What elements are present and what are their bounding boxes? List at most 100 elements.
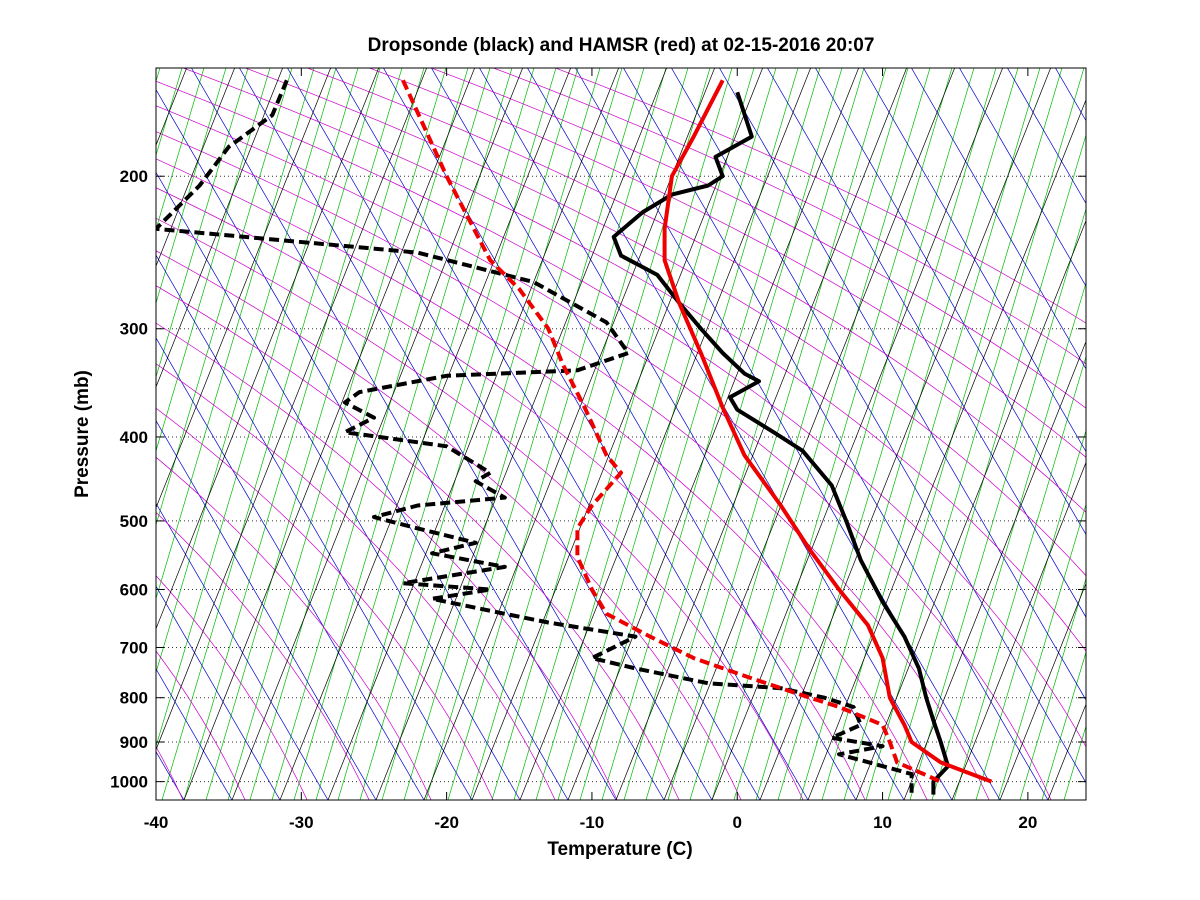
mixing-ratio-line: [0, 68, 6, 800]
mixing-ratio-line: [1108, 68, 1200, 800]
mixing-ratio-line: [557, 68, 777, 800]
isotherm-line: [855, 219, 1086, 800]
sounding-series-0: [611, 91, 950, 795]
isotherm-line: [567, 68, 859, 800]
isotherm-line: [903, 340, 1086, 800]
moist-adiabat-line: [0, 68, 136, 800]
mixing-ratio-line: [156, 68, 293, 526]
dry-adiabat-line: [306, 68, 1086, 513]
y-tick-label-500: 500: [120, 512, 148, 531]
moist-adiabat-line: [156, 171, 521, 800]
y-tick-label-400: 400: [120, 428, 148, 447]
isotherm-line: [279, 68, 571, 800]
moist-adiabat-line: [863, 68, 1086, 453]
dry-adiabat-line: [0, 8, 130, 820]
y-tick-label-200: 200: [120, 167, 148, 186]
x-tick-label--40: -40: [144, 813, 169, 832]
sounding-series-3: [662, 79, 993, 784]
isotherm-line: [156, 68, 427, 751]
mixing-ratio-line: [689, 68, 909, 800]
isotherm-line: [156, 68, 283, 388]
mixing-ratio-line: [156, 68, 271, 452]
y-tick-label-700: 700: [120, 638, 148, 657]
sounding-profiles: [156, 79, 993, 795]
moist-adiabat-line: [191, 68, 617, 800]
mixing-ratio-line: [799, 68, 1019, 800]
mixing-ratio-line: [0, 68, 72, 800]
isotherm-line: [183, 68, 475, 800]
mixing-ratio-line: [777, 68, 997, 800]
mixing-ratio-line: [0, 68, 28, 800]
isotherm-line: [156, 68, 379, 630]
mixing-ratio-line: [1196, 68, 1200, 800]
dry-adiabat-line: [156, 511, 370, 800]
mixing-ratio-line: [909, 207, 1086, 800]
skewed-isotherms: [0, 68, 1200, 800]
mixing-ratio-line: [0, 68, 138, 800]
mixing-ratio-line: [403, 68, 623, 800]
dry-adiabat-line: [554, 68, 1086, 324]
mixing-ratio-line: [293, 68, 513, 800]
isotherm-line: [156, 68, 235, 267]
plot-area: [156, 68, 1086, 800]
sounding-series-1: [156, 79, 914, 793]
dry-adiabat-line: [156, 80, 1086, 748]
mixing-ratio-line: [1085, 798, 1086, 800]
dry-adiabat-line: [156, 575, 308, 800]
moist-adiabat-line: [156, 668, 233, 800]
dry-adiabat-line: [156, 105, 1052, 800]
isotherm-line: [759, 68, 1051, 800]
mixing-ratio-line: [865, 68, 1085, 800]
mixing-ratio-line: [227, 68, 447, 800]
moist-adiabat-line: [719, 68, 1086, 701]
mixing-ratio-line: [1174, 68, 1200, 800]
isotherm-line: [0, 68, 139, 800]
moist-adiabat-line: [156, 419, 377, 800]
mixing-ratio-line: [381, 68, 601, 800]
y-tick-label-300: 300: [120, 320, 148, 339]
x-tick-label-20: 20: [1018, 813, 1037, 832]
mixing-ratio-line: [733, 68, 953, 800]
mixing-ratio-line: [156, 68, 249, 379]
mixing-ratio-line: [183, 68, 403, 800]
dry-adiabat-line: [156, 131, 990, 800]
moist-adiabat-line: [527, 68, 953, 800]
mixing-ratio-line: [337, 68, 557, 800]
isotherm-line: [156, 68, 331, 509]
mixing-ratio-line: [0, 68, 50, 800]
mixing-ratio-line: [359, 68, 579, 800]
mixing-ratio-line: [1041, 651, 1086, 800]
isotherm-line: [327, 68, 619, 800]
dry-adiabat-line: [156, 285, 680, 800]
dry-adiabat-line: [156, 456, 432, 800]
moist-adiabat-line: [671, 68, 1086, 784]
mixing-ratio-line: [491, 68, 711, 800]
moist-adiabat-line: [156, 337, 425, 800]
moist-adiabat-line: [156, 502, 329, 800]
mixing-ratio-line: [156, 68, 337, 674]
sounding-series-2: [401, 79, 942, 784]
mixing-ratio-line: [161, 68, 381, 800]
moist-adiabat-line: [911, 68, 1086, 370]
isotherm-line: [1096, 68, 1200, 800]
dry-adiabat-line: [156, 322, 618, 800]
mixing-ratio-line: [821, 68, 1041, 800]
moist-adiabat-line: [156, 585, 281, 800]
mixing-ratio-line: [205, 68, 425, 800]
plot-frame: [155, 67, 1087, 801]
isotherm-line: [951, 461, 1086, 800]
mixing-ratio-line: [425, 68, 645, 800]
mixing-ratio-line: [1019, 577, 1086, 800]
isotherm-line: [663, 68, 955, 800]
dry-adiabat-line: [156, 187, 866, 800]
moist-adiabat-line: [431, 68, 857, 800]
moist-adiabat-line: [239, 68, 665, 800]
y-tick-label-1000: 1000: [110, 773, 148, 792]
mixing-ratio-line: [997, 503, 1086, 800]
y-tick-label-900: 900: [120, 733, 148, 752]
isotherm-line: [471, 68, 763, 800]
mixing-ratio-line: [953, 355, 1086, 800]
mixing-ratio-line: [887, 133, 1086, 800]
moist-adiabat-line: [1007, 68, 1086, 205]
